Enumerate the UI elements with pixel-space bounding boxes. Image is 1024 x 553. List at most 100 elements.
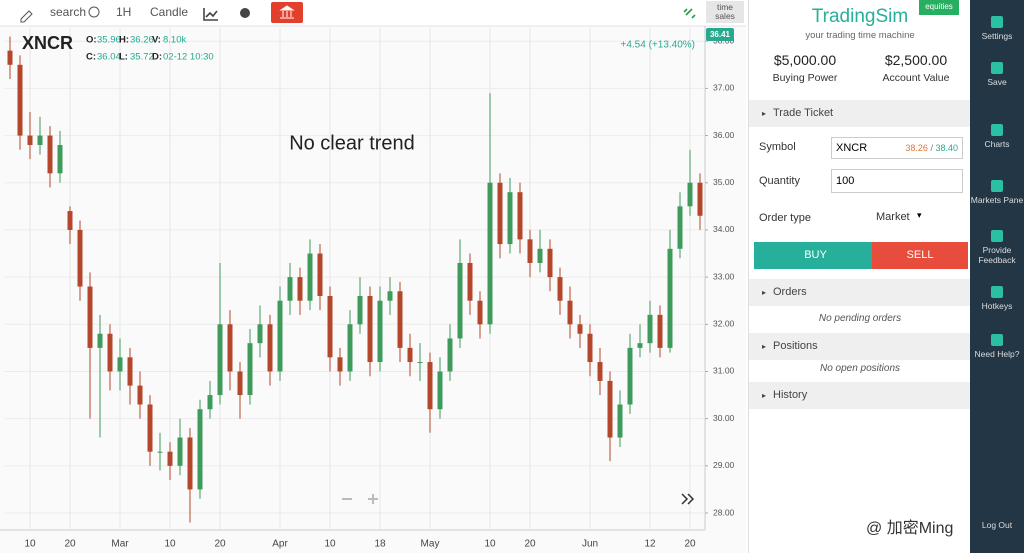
sidebar-icon [991, 230, 1003, 242]
x-tick-label: 10 [324, 539, 336, 550]
settings-icon[interactable] [240, 8, 250, 18]
candle-body [107, 333, 113, 372]
candle-body [567, 300, 573, 325]
orders-bar[interactable]: Orders [749, 279, 971, 306]
ohlc-value: 02-12 10:30 [163, 52, 214, 63]
orders-empty: No pending orders [818, 313, 902, 324]
sidebar-item[interactable]: Save [970, 62, 1024, 87]
candle-body [497, 182, 503, 245]
trade-ticket-bar[interactable]: Trade Ticket [749, 100, 971, 127]
candle-body [37, 135, 43, 146]
candle-body [147, 404, 153, 452]
candle-body [647, 314, 653, 344]
candle-body [617, 404, 623, 438]
symbol-input[interactable]: XNCR 38.26 / 38.40 [831, 137, 963, 159]
sidebar-item[interactable]: Need Help? [970, 334, 1024, 359]
sidebar-icon [991, 62, 1003, 74]
badge: equities [919, 0, 959, 15]
candle-body [487, 182, 493, 325]
search[interactable]: search [50, 5, 87, 19]
zoom-controls[interactable] [342, 494, 378, 504]
candles [7, 36, 703, 523]
candle-body [397, 291, 403, 348]
ohlc-value: 8.10k [163, 35, 186, 46]
sidebar-label: Save [987, 77, 1007, 87]
y-tick-label: 32.00 [713, 319, 735, 329]
candle-body [137, 385, 143, 405]
candle-body [177, 437, 183, 466]
bid-ask-sep: / [930, 143, 933, 153]
candle-body [47, 135, 53, 174]
candle-body [7, 50, 13, 65]
chart-style[interactable]: Candle [150, 5, 189, 19]
link-icon[interactable] [683, 8, 696, 19]
sidebar-item[interactable]: Settings [970, 16, 1024, 41]
candle-body [307, 253, 313, 301]
candle-body [517, 192, 523, 240]
time-sales-button[interactable] [706, 1, 744, 23]
candle-body [377, 300, 383, 363]
buy-button[interactable]: BUY [754, 242, 877, 269]
x-tick-label: Jun [582, 539, 598, 550]
sidebar-item[interactable]: Markets Pane [970, 180, 1024, 205]
candle-body [587, 333, 593, 363]
ohlc-label: D: [152, 52, 162, 63]
candle-body [167, 451, 173, 466]
trade-ticket: Trade Ticket [773, 107, 834, 119]
candle-body [427, 362, 433, 410]
time-sales[interactable]: time sales [715, 2, 735, 21]
candle-body [297, 277, 303, 301]
history: History [773, 389, 808, 401]
symbol-label: Symbol [759, 141, 796, 153]
axes: 28.00 29.00 30.00 31.00 32.00 33.00 34.00 35.00… [24, 35, 734, 549]
sidebar-item[interactable]: Charts [970, 124, 1024, 149]
x-tick-label: 12 [644, 539, 656, 550]
ohlc-value: 36.04 [97, 52, 121, 63]
candle-body [527, 239, 533, 263]
candle-body [577, 324, 583, 334]
chart: 28.00 29.00 30.00 31.00 32.00 33.00 34.00 35.00… [0, 0, 746, 553]
sidebar-item[interactable]: Hotkeys [970, 286, 1024, 311]
sidebar-label: Provide Feedback [978, 245, 1016, 265]
indicator-icon[interactable] [203, 8, 218, 21]
quantity-input[interactable]: 100 [831, 169, 963, 193]
candle-body [127, 357, 133, 386]
sidebar-item[interactable]: Log Out [970, 520, 1024, 530]
positions-bar[interactable]: Positions [749, 333, 971, 360]
candle-body [687, 182, 693, 207]
candle-body [227, 324, 233, 372]
history-bar[interactable]: History [749, 382, 971, 409]
candle-body [667, 248, 673, 348]
watermark: @ 加密Ming [866, 520, 954, 537]
candle-body [467, 262, 473, 301]
candle-body [67, 211, 73, 230]
candle-body [27, 135, 33, 146]
search-icon[interactable] [88, 6, 100, 18]
interval[interactable]: 1H [116, 5, 132, 19]
y-tick-label: 29.00 [713, 460, 735, 470]
pencil-icon[interactable] [20, 10, 33, 23]
brand: TradingSim [811, 6, 909, 27]
y-tick-label: 36.00 [713, 130, 735, 140]
sell-button[interactable]: SELL [872, 242, 968, 269]
candle-body [507, 192, 513, 245]
scroll-end[interactable] [681, 493, 695, 505]
toolbar-bg [0, 0, 746, 26]
chart-bg [0, 0, 746, 553]
candle-body [607, 380, 613, 438]
order-caret: ▾ [917, 210, 922, 220]
candle-body [317, 253, 323, 296]
sidebar-icon [991, 180, 1003, 192]
change: +4.54 (+13.40%) [621, 40, 696, 51]
candle-body [437, 371, 443, 410]
ohlc-label: O: [86, 35, 97, 46]
candle-body [327, 295, 333, 358]
sidebar-label: Settings [981, 31, 1013, 41]
candle-body [77, 229, 83, 287]
y-tick-label: 34.00 [713, 224, 735, 234]
positions-empty: No open positions [819, 363, 901, 374]
order-type[interactable]: Market [876, 211, 910, 223]
candle-body [637, 343, 643, 348]
buying-power-label: Buying Power [772, 72, 838, 84]
sidebar-item[interactable]: Provide Feedback [970, 230, 1024, 265]
